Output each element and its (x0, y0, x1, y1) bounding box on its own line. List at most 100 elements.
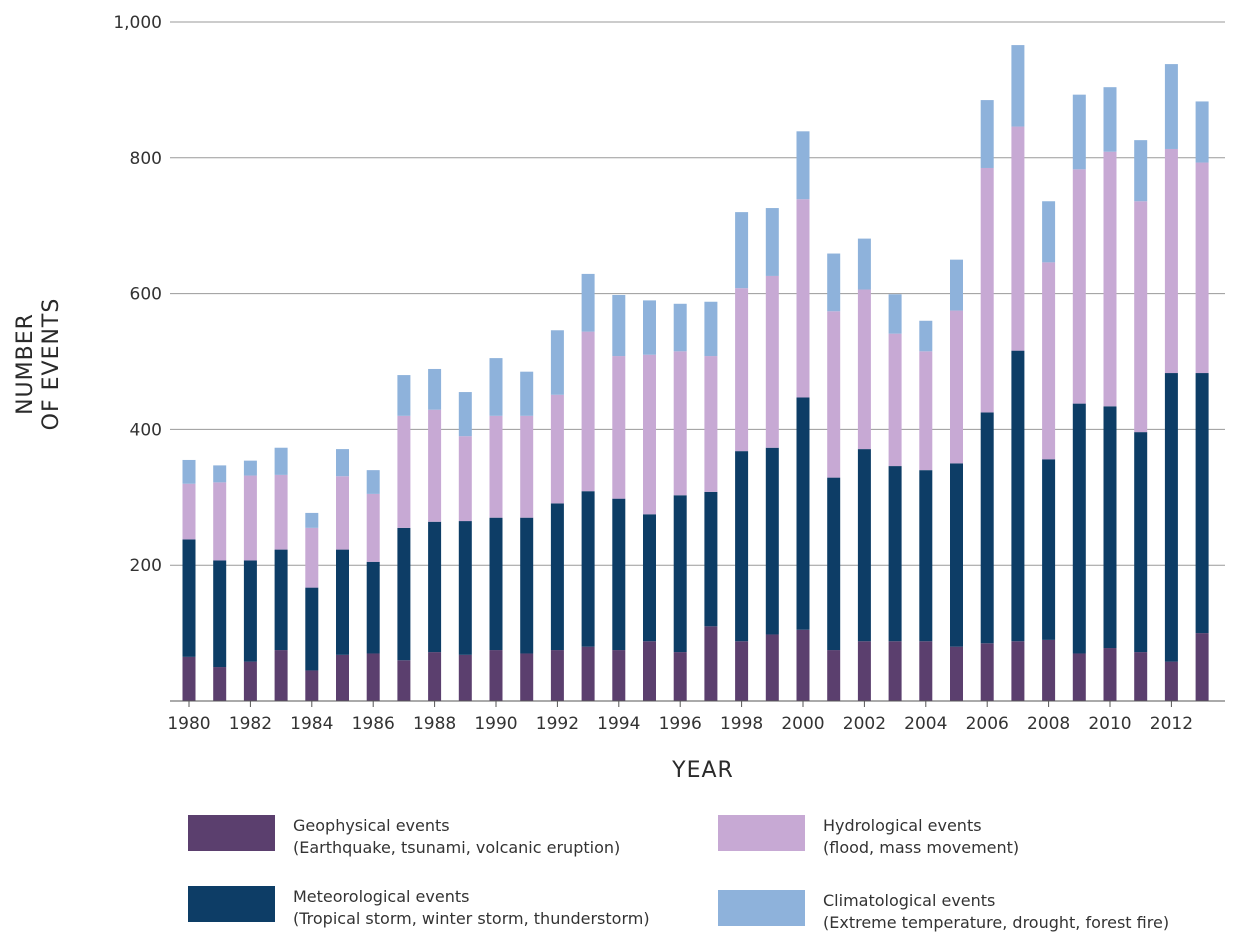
bar-hydrological-events-1992 (550, 394, 564, 504)
bar-geophysical-events-1987 (397, 660, 411, 701)
bar-climatological-events-2003 (888, 294, 902, 334)
x-tick-label: 1994 (597, 714, 640, 734)
bar-meteorological-events-2004 (919, 470, 933, 642)
bar-hydrological-events-2003 (888, 333, 902, 467)
bar-hydrological-events-1982 (243, 475, 257, 561)
y-tick-label: 600 (130, 285, 162, 305)
bar-hydrological-events-2007 (1011, 126, 1025, 351)
bar-geophysical-events-1981 (213, 667, 227, 701)
bar-meteorological-events-1999 (765, 447, 779, 635)
bar-climatological-events-1984 (305, 512, 319, 528)
x-tick-label: 1996 (659, 714, 702, 734)
bar-hydrological-events-2005 (950, 310, 963, 464)
bar-climatological-events-1995 (643, 300, 656, 355)
bar-geophysical-events-1991 (520, 653, 534, 701)
bar-hydrological-events-1996 (673, 351, 687, 496)
x-tick-label: 1984 (290, 714, 333, 734)
bar-climatological-events-2007 (1011, 45, 1025, 127)
bar-hydrological-events-1983 (274, 474, 288, 550)
bar-meteorological-events-1992 (550, 503, 564, 651)
bar-geophysical-events-2007 (1011, 641, 1025, 701)
bar-climatological-events-1996 (673, 303, 687, 352)
bar-meteorological-events-1982 (243, 560, 257, 662)
bar-climatological-events-1980 (182, 459, 196, 484)
bar-meteorological-events-2006 (980, 412, 994, 644)
x-tick-label: 2004 (904, 714, 947, 734)
bar-meteorological-events-1980 (182, 539, 196, 657)
bar-climatological-events-1998 (735, 212, 749, 289)
bar-hydrological-events-1987 (397, 415, 411, 528)
bar-meteorological-events-2005 (950, 463, 963, 647)
bar-hydrological-events-1995 (643, 354, 656, 515)
bar-meteorological-events-2002 (857, 449, 871, 642)
x-tick-label: 1990 (474, 714, 517, 734)
bar-climatological-events-1991 (520, 371, 534, 416)
bar-climatological-events-1997 (704, 301, 718, 357)
bar-climatological-events-1994 (612, 294, 626, 357)
bar-geophysical-events-1993 (581, 646, 595, 701)
bar-meteorological-events-1985 (336, 549, 349, 655)
bar-climatological-events-2013 (1195, 101, 1209, 163)
bar-geophysical-events-1985 (336, 654, 349, 701)
bar-hydrological-events-2009 (1072, 169, 1086, 404)
bar-climatological-events-1982 (243, 460, 257, 476)
bar-climatological-events-1999 (765, 208, 779, 276)
bar-meteorological-events-2001 (827, 477, 841, 651)
bar-geophysical-events-1999 (765, 634, 779, 701)
bar-meteorological-events-1997 (704, 491, 718, 627)
bar-climatological-events-1981 (213, 465, 227, 483)
bar-hydrological-events-1981 (213, 482, 227, 561)
bar-meteorological-events-1996 (673, 495, 687, 653)
bar-geophysical-events-1984 (305, 670, 319, 701)
y-tick-label: 800 (130, 149, 162, 169)
bar-geophysical-events-2006 (980, 643, 994, 701)
bar-climatological-events-1987 (397, 375, 411, 416)
gridlines (170, 21, 1225, 566)
bar-meteorological-events-1994 (612, 498, 626, 651)
bar-geophysical-events-1990 (489, 650, 503, 701)
bar-meteorological-events-1990 (489, 517, 503, 651)
bar-meteorological-events-2000 (796, 397, 810, 630)
bar-hydrological-events-2000 (796, 199, 810, 398)
bar-geophysical-events-2013 (1195, 633, 1209, 701)
bar-geophysical-events-1986 (366, 653, 380, 701)
y-tick-label: 200 (130, 556, 162, 576)
bar-hydrological-events-1990 (489, 415, 503, 518)
bar-meteorological-events-1995 (643, 514, 656, 642)
bar-climatological-events-2002 (857, 238, 871, 290)
bar-hydrological-events-1997 (704, 356, 718, 492)
bar-meteorological-events-2003 (888, 466, 902, 642)
bar-hydrological-events-1993 (581, 331, 595, 492)
bar-meteorological-events-1984 (305, 587, 319, 671)
bar-geophysical-events-1996 (673, 652, 687, 701)
bar-geophysical-events-1989 (458, 654, 472, 701)
x-tick-label: 2010 (1088, 714, 1131, 734)
y-axis-title: NUMBER OF EVENTS (13, 298, 64, 431)
bar-hydrological-events-1998 (735, 288, 749, 452)
bar-hydrological-events-2011 (1134, 201, 1148, 433)
bar-hydrological-events-1999 (765, 275, 779, 448)
bar-meteorological-events-1986 (366, 561, 380, 654)
bar-hydrological-events-2006 (980, 167, 994, 413)
bar-geophysical-events-1997 (704, 626, 718, 701)
bar-climatological-events-1992 (550, 330, 564, 395)
bar-hydrological-events-1988 (428, 409, 442, 522)
bar-geophysical-events-1998 (735, 641, 749, 701)
y-tick-label: 1,000 (113, 13, 162, 33)
bar-geophysical-events-2001 (827, 650, 841, 701)
bar-hydrological-events-2008 (1042, 262, 1056, 460)
x-tick-label: 2008 (1027, 714, 1070, 734)
x-tick-label: 1986 (352, 714, 395, 734)
bar-climatological-events-1986 (366, 470, 380, 494)
x-tick-labels: 1980 1982 1984 1986 1988 1990 1992 1994 1996 1998… (167, 701, 1193, 734)
y-tick-label: 400 (130, 420, 162, 440)
bar-hydrological-events-2010 (1103, 151, 1117, 407)
bar-hydrological-events-1989 (458, 436, 472, 522)
bar-geophysical-events-2011 (1134, 652, 1148, 701)
bar-hydrological-events-2001 (827, 311, 841, 478)
bar-geophysical-events-2005 (950, 646, 963, 701)
bar-climatological-events-2011 (1134, 140, 1148, 202)
y-tick-labels: 200 400 600 800 1,000 (113, 13, 162, 576)
bar-meteorological-events-1987 (397, 527, 411, 661)
